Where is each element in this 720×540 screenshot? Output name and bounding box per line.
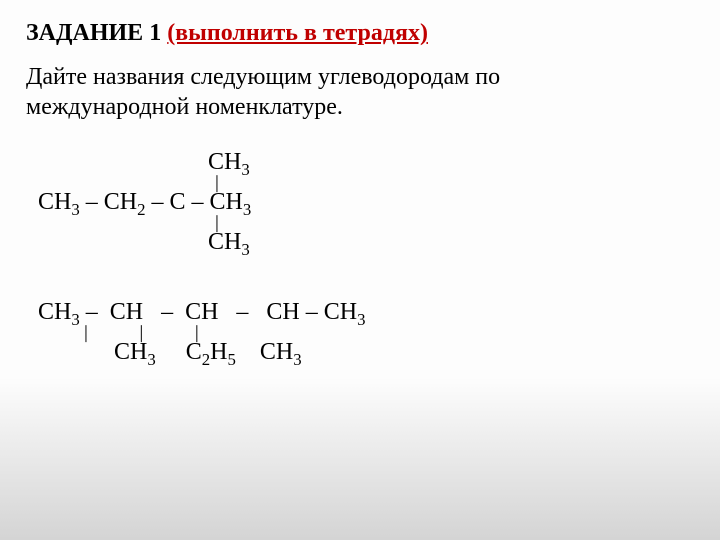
task-title-plain: ЗАДАНИЕ 1 — [26, 20, 167, 46]
bond-row: │ — [32, 218, 694, 232]
molecule-mol2: CH3 – CH – CH – CH – CH3 │ │ │CH3 C2H5 C… — [32, 300, 694, 366]
molecule-mol1: CH3│CH3 – CH2 – C – CH3│CH3 — [32, 150, 694, 256]
formula-row: CH3 — [32, 150, 694, 176]
task-title: ЗАДАНИЕ 1 (выполнить в тетрадях) — [26, 18, 694, 48]
molecule-area: CH3│CH3 – CH2 – C – CH3│CH3CH3 – CH – CH… — [26, 150, 694, 366]
instruction: Дайте названия следующим углеводородам п… — [26, 62, 694, 122]
task-title-accent: (выполнить в тетрадях) — [167, 20, 428, 46]
instruction-line-1: Дайте названия следующим углеводородам п… — [26, 62, 694, 92]
formula-row: CH3 C2H5 CH3 — [32, 340, 694, 366]
formula-row: CH3 — [32, 230, 694, 256]
bond-row: │ — [32, 178, 694, 192]
bond-row: │ │ │ — [32, 328, 694, 342]
instruction-line-2: международной номенклатуре. — [26, 92, 694, 122]
formula-row: CH3 – CH – CH – CH – CH3 — [32, 300, 694, 326]
formula-row: CH3 – CH2 – C – CH3 — [32, 190, 694, 216]
